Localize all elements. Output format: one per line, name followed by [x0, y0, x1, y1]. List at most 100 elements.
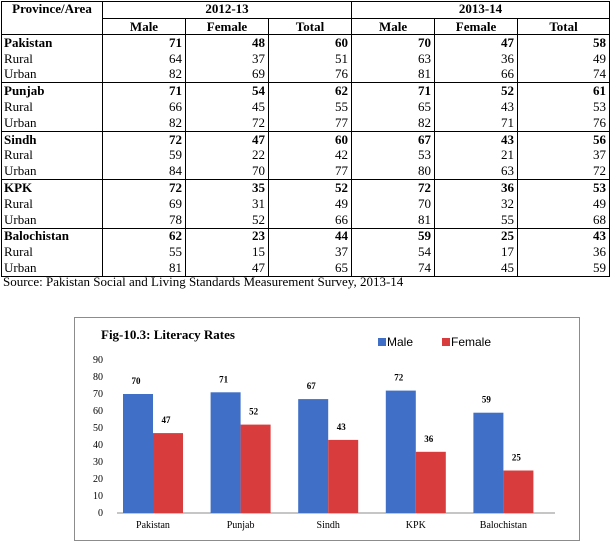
value-cell: 47 [185, 130, 269, 148]
value-cell: 69 [102, 195, 186, 212]
legend-swatch-male [378, 338, 386, 346]
x-tick-label: Pakistan [136, 520, 170, 531]
area-cell: Urban [1, 114, 103, 132]
table-row: Rural 66 45 55 65 43 53 [1, 99, 611, 115]
year-header-2012-13: 2012-13 [102, 1, 353, 19]
data-label-female: 47 [162, 415, 172, 425]
y-tick-label: 70 [93, 389, 103, 400]
value-cell: 71 [434, 114, 519, 132]
value-cell: 66 [268, 211, 353, 229]
value-cell: 55 [434, 211, 519, 229]
y-tick-label: 50 [93, 423, 103, 434]
data-label-male: 59 [482, 395, 492, 405]
value-cell: 59 [351, 227, 436, 245]
y-tick-label: 40 [93, 440, 103, 451]
value-cell: 69 [185, 66, 269, 83]
value-cell: 60 [268, 130, 353, 148]
value-cell: 67 [351, 130, 436, 148]
table-row: KPK 72 35 52 72 36 53 [1, 179, 611, 196]
chart-canvas: Fig-10.3: Literacy Rates Male Female 0 10 2… [93, 327, 555, 531]
y-tick-label: 10 [93, 491, 103, 502]
value-cell: 65 [351, 99, 436, 115]
table-body: Pakistan 71 48 60 70 47 58 Rural 64 37 51 63 36 49 Urb… [1, 33, 611, 277]
table-row: Rural 64 37 51 63 36 49 [1, 50, 611, 67]
area-cell: Rural [1, 50, 103, 67]
value-cell: 66 [102, 99, 186, 115]
value-cell: 80 [351, 163, 436, 180]
source-note: Source: Pakistan Social and Living Stand… [3, 274, 404, 289]
value-cell: 77 [268, 114, 353, 132]
value-cell: 53 [351, 147, 436, 164]
value-cell: 84 [102, 163, 186, 180]
value-cell: 63 [434, 163, 519, 180]
table-row: Punjab 71 54 62 71 52 61 [1, 82, 611, 100]
area-cell: Urban [1, 211, 103, 229]
value-cell: 59 [517, 260, 611, 277]
bar-female [503, 470, 534, 513]
value-cell: 74 [517, 66, 611, 83]
chart-legend: Male Female [378, 335, 491, 349]
column-header: Total [268, 18, 353, 35]
bar-female [328, 439, 359, 513]
value-cell: 72 [517, 163, 611, 180]
value-cell: 36 [434, 179, 519, 196]
data-label-female: 25 [512, 453, 522, 463]
column-header: Male [351, 18, 436, 35]
column-header: Female [185, 18, 269, 35]
y-tick-label: 20 [93, 474, 103, 485]
table-row: Rural 55 15 37 54 17 36 [1, 244, 611, 261]
bar-male [210, 392, 241, 513]
table-row: Balochistan 62 23 44 59 25 43 [1, 227, 611, 245]
value-cell: 81 [351, 211, 436, 229]
bar-male [473, 412, 504, 513]
value-cell: 23 [185, 227, 269, 245]
value-cell: 37 [268, 244, 353, 261]
value-cell: 43 [434, 99, 519, 115]
value-cell: 58 [517, 33, 611, 51]
value-cell: 49 [517, 50, 611, 67]
data-label-female: 43 [337, 422, 347, 432]
value-cell: 47 [434, 33, 519, 51]
literacy-table: Province/Area 2012-13 2013-14 Male Femal… [1, 1, 611, 277]
value-cell: 49 [517, 195, 611, 212]
value-cell: 77 [268, 163, 353, 180]
value-cell: 54 [185, 82, 269, 100]
value-cell: 56 [517, 130, 611, 148]
area-cell: KPK [1, 179, 103, 196]
year-header-2013-14: 2013-14 [351, 1, 611, 19]
x-tick-label: KPK [406, 520, 427, 531]
value-cell: 60 [268, 33, 353, 51]
value-cell: 36 [517, 244, 611, 261]
area-cell: Urban [1, 163, 103, 180]
area-cell: Rural [1, 195, 103, 212]
table-row: Rural 59 22 42 53 21 37 [1, 147, 611, 164]
data-label-female: 52 [249, 407, 259, 417]
value-cell: 55 [268, 99, 353, 115]
y-tick-label: 0 [98, 508, 103, 519]
area-cell: Urban [1, 260, 103, 277]
legend-label-male: Male [387, 335, 413, 349]
area-cell: Balochistan [1, 227, 103, 245]
value-cell: 61 [517, 82, 611, 100]
area-header-spacer [1, 18, 103, 35]
area-cell: Rural [1, 99, 103, 115]
x-axis: Pakistan Punjab Sindh KPK Balochistan [136, 520, 527, 531]
table-row: Urban 82 69 76 81 66 74 [1, 66, 611, 83]
value-cell: 72 [185, 114, 269, 132]
value-cell: 62 [102, 227, 186, 245]
value-cell: 65 [268, 260, 353, 277]
value-cell: 45 [185, 99, 269, 115]
bar-female [415, 451, 446, 513]
table-row: Pakistan 71 48 60 70 47 58 [1, 33, 611, 51]
value-cell: 43 [517, 227, 611, 245]
bar-male [298, 399, 329, 513]
data-label-male: 70 [132, 376, 142, 386]
y-tick-label: 90 [93, 355, 103, 366]
value-cell: 71 [102, 33, 186, 51]
value-cell: 36 [434, 50, 519, 67]
value-cell: 31 [185, 195, 269, 212]
value-cell: 62 [268, 82, 353, 100]
bar-male [385, 390, 416, 513]
y-tick-label: 30 [93, 457, 103, 468]
column-header: Total [517, 18, 611, 35]
